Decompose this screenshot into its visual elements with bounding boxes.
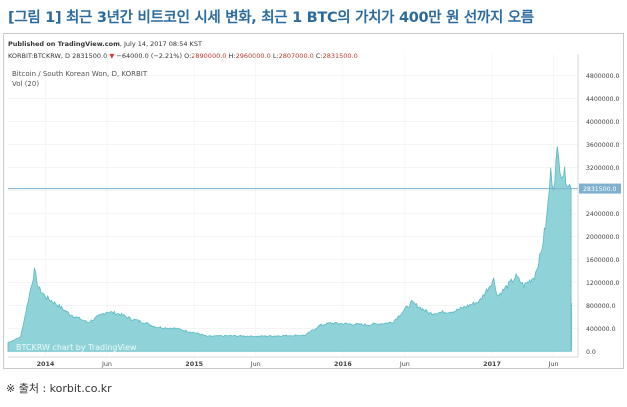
- chart-title: Bitcoin / South Korean Won, D, KORBIT: [12, 70, 148, 78]
- x-tick-label: 2014: [37, 360, 55, 368]
- x-tick-label: 2016: [334, 360, 352, 368]
- chart-frame: Published on TradingView.com, July 14, 2…: [3, 33, 624, 369]
- quote-close: 2831500.0: [322, 52, 358, 60]
- down-arrow-icon: ▼: [109, 52, 115, 60]
- y-tick-label: 4400000.0: [586, 96, 620, 103]
- quote-open: 2890000.0: [191, 52, 227, 60]
- quote-o-label: O:: [184, 52, 192, 60]
- price-area: [7, 146, 572, 352]
- x-tick-label: Jun: [101, 360, 112, 368]
- x-tick-label: Jun: [399, 360, 410, 368]
- y-tick-label: 4000000.0: [586, 119, 620, 126]
- quote-low: 2807000.0: [278, 52, 314, 60]
- quote-line: KORBIT:BTCKRW, D 2831500.0 ▼ −64000.0 (−…: [8, 52, 358, 60]
- x-tick-label: Jun: [548, 360, 559, 368]
- x-tick-label: 2017: [483, 360, 501, 368]
- y-axis: 0.0 400000.0 800000.0 1200000.0 1600000.0 200…: [577, 54, 621, 357]
- y-tick-label: 3600000.0: [586, 142, 620, 149]
- volume-bar: [571, 303, 573, 352]
- x-tick-label: Jun: [250, 360, 261, 368]
- source-note: ※ 출처 : korbit.co.kr: [6, 382, 112, 395]
- quote-l-label: L:: [272, 52, 279, 60]
- y-tick-label: 0.0: [586, 349, 596, 356]
- last-price-label: 2831500.0: [583, 186, 617, 193]
- published-line: Published on TradingView.com, July 14, 2…: [8, 40, 202, 48]
- quote-high: 2960000.0: [235, 52, 271, 60]
- quote-c-label: C:: [315, 52, 323, 60]
- x-axis: 2014 Jun 2015 Jun 2016 Jun 2017 Jun: [8, 356, 578, 368]
- y-tick-label: 3200000.0: [586, 165, 620, 172]
- x-tick-label: 2015: [185, 360, 203, 368]
- watermark: BTCKRW chart by TradingView: [16, 343, 137, 352]
- y-tick-label: 400000.0: [586, 326, 616, 333]
- price-chart[interactable]: 0.0 400000.0 800000.0 1200000.0 1600000.0 200…: [4, 34, 623, 368]
- y-tick-label: 4800000.0: [586, 73, 620, 80]
- y-tick-label: 1200000.0: [586, 280, 620, 287]
- chart-subtitle: Vol (20): [12, 80, 39, 88]
- quote-symbol: KORBIT:BTCKRW, D: [8, 52, 71, 60]
- published-date: , July 14, 2017 08:54 KST: [119, 40, 202, 48]
- y-tick-label: 800000.0: [586, 303, 616, 310]
- y-tick-label: 2400000.0: [586, 211, 620, 218]
- last-price-badge: [579, 183, 621, 194]
- published-prefix: Published on TradingView.com: [8, 40, 120, 48]
- quote-h-label: H:: [228, 52, 236, 60]
- quote-last: 2831500.0: [72, 52, 108, 60]
- quote-change: −64000.0 (−2.21%): [116, 52, 182, 60]
- y-tick-label: 1600000.0: [586, 257, 620, 264]
- y-tick-label: 2000000.0: [586, 234, 620, 241]
- figure-caption: [그림 1] 최근 3년간 비트코인 시세 변화, 최근 1 BTC의 가치가 …: [8, 10, 534, 26]
